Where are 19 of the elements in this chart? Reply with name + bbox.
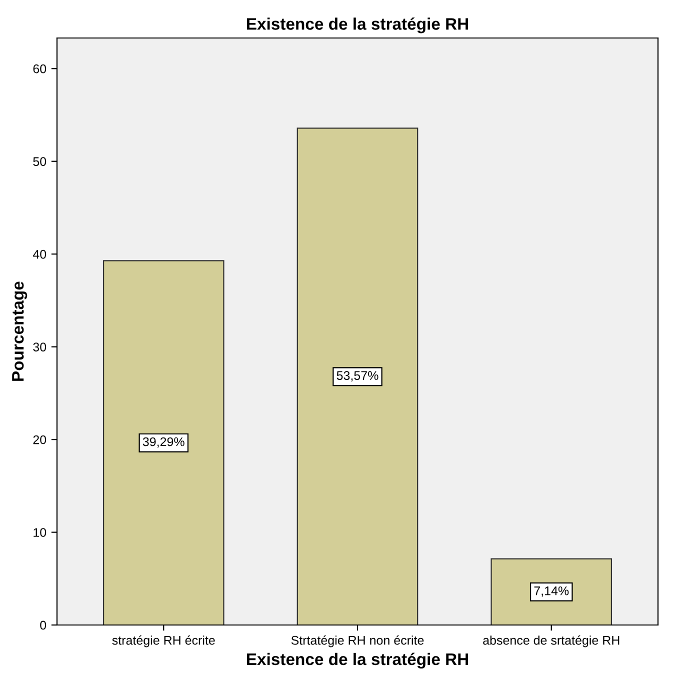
x-tick-label: Strtatégie RH non écrite — [291, 635, 424, 648]
y-tick-label: 50 — [33, 157, 46, 166]
y-tick-label: 60 — [33, 64, 46, 74]
y-tick-label: 10 — [34, 528, 46, 537]
chart-title: Existence de la stratégie RH — [247, 17, 468, 34]
x-tick-label: absence de srtatégie RH — [483, 635, 620, 648]
y-tick-label: 30 — [33, 342, 46, 352]
y-tick-label: 40 — [32, 250, 46, 259]
y-axis-title: Pourcentage — [12, 282, 28, 381]
data-label: 53,57% — [336, 371, 378, 382]
y-tick-label: 0 — [40, 620, 46, 630]
bar — [102, 260, 224, 625]
bar — [490, 558, 612, 625]
x-axis-title: Existence de la stratégie RH — [247, 652, 468, 669]
bar — [296, 128, 418, 625]
data-label: 7,14% — [534, 586, 569, 597]
data-label: 39,29% — [142, 437, 184, 448]
x-tick-label: stratégie RH écrite — [112, 635, 215, 648]
y-tick-label: 20 — [33, 435, 46, 444]
